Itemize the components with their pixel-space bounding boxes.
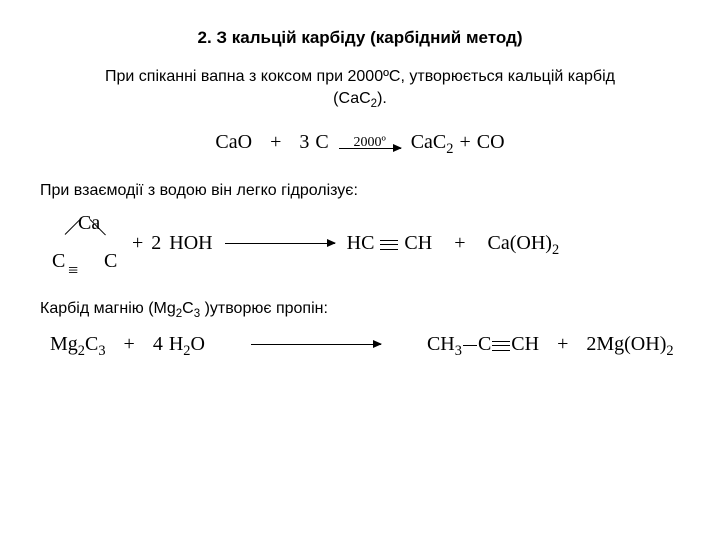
eq3-mgoh2-sub: 2	[666, 343, 673, 359]
eq1-cao: CaO	[215, 131, 252, 154]
eq3-mg-sub: 2	[78, 343, 85, 359]
equation-1: CaO + 3 C 2000º CaC2 + CO	[40, 131, 680, 154]
paragraph-1-tail-a: (СаС	[333, 90, 371, 107]
eq3-propyne: CH3CCH	[427, 333, 539, 356]
eq1-plus2: +	[459, 131, 470, 154]
eq1-arrow: 2000º	[339, 136, 401, 149]
eq3-arrow	[251, 344, 381, 345]
para3-tail: )утворює пропін:	[200, 300, 328, 317]
eq3-single-bond-icon	[463, 345, 477, 346]
eq2-caoh2-sub: 2	[552, 242, 559, 258]
eq1-plus1: +	[270, 131, 281, 154]
paragraph-1-line1: При спіканні вапна з коксом при 2000ºС, …	[105, 68, 615, 85]
eq3-mgoh2-txt: Mg(OH)	[596, 333, 666, 355]
eq3-mg2c3: Mg2C3	[50, 333, 106, 356]
eq3-c: C	[85, 333, 98, 355]
eq1-c: C	[315, 131, 328, 154]
eq2-arrow-line	[225, 243, 335, 244]
equation-3: Mg2C3 + 4 H2O CH3CCH + 2Mg(OH)2	[40, 333, 680, 356]
eq2-caoh2-txt: Ca(OH)	[488, 232, 552, 254]
eq2-arrow	[225, 243, 335, 244]
eq3-ch: CH	[511, 333, 539, 355]
eq3-ch3: CH	[427, 333, 455, 355]
eq1-cac2: CaC2	[411, 131, 454, 154]
eq3-h2o-o: O	[190, 333, 204, 355]
eq2-caoh2: Ca(OH)2	[488, 232, 560, 255]
eq2-ch: CH	[404, 232, 432, 254]
eq2-triple-bond-icon	[380, 239, 398, 251]
eq1-cac2-txt: CaC	[411, 131, 447, 153]
eq1-co: CO	[477, 131, 505, 154]
eq2-struct-c2: C	[104, 250, 117, 273]
eq2-hoh: HOH	[169, 232, 212, 255]
paragraph-1-tail-b: ).	[377, 90, 387, 107]
eq3-plus1: +	[124, 333, 135, 356]
eq1-coef-c: 3	[299, 131, 309, 154]
para3-c: C	[182, 300, 194, 317]
eq3-c-sub: 3	[98, 343, 105, 359]
para3-g: g	[167, 300, 176, 317]
eq1-arrow-line	[339, 148, 401, 149]
eq3-h2o-h: H	[169, 333, 183, 355]
eq3-cc: C	[478, 333, 491, 355]
eq2-coef-hoh: 2	[151, 232, 161, 255]
eq3-mgoh2-coef: 2	[586, 333, 596, 355]
eq3-triple-bond-icon	[492, 340, 510, 352]
eq3-ch3-sub: 3	[455, 343, 462, 359]
eq3-arrow-line	[251, 344, 381, 345]
section-heading: 2. З кальцій карбіду (карбідний метод)	[40, 28, 680, 48]
eq2-struct: Ca C ≡ C	[50, 216, 124, 272]
eq2-hc-ch: HC CH	[347, 232, 433, 255]
eq2-struct-triple: ≡	[68, 260, 77, 281]
eq2-hc: HC	[347, 232, 375, 254]
eq3-h2o: H2O	[169, 333, 205, 356]
para3-a: Карбід магнію (М	[40, 300, 167, 317]
eq3-plus2: +	[557, 333, 568, 356]
eq2-plus2: +	[454, 232, 465, 255]
paragraph-2: При взаємодії з водою він легко гідроліз…	[40, 180, 680, 202]
eq2-struct-ca: Ca	[78, 212, 100, 235]
equation-2: Ca C ≡ C + 2 HOH HC CH + Ca(OH)2	[40, 216, 680, 272]
eq3-mgoh2: 2Mg(OH)2	[586, 333, 673, 356]
eq2-struct-c1: C	[52, 250, 65, 273]
eq3-mg: Mg	[50, 333, 78, 355]
paragraph-3: Карбід магнію (Мg2C3 )утворює пропін:	[40, 298, 680, 320]
eq1-cac2-sub: 2	[446, 141, 453, 157]
eq3-coef-h2o: 4	[153, 333, 163, 356]
paragraph-1: При спіканні вапна з коксом при 2000ºС, …	[40, 66, 680, 109]
eq2-plus1: +	[132, 232, 143, 255]
